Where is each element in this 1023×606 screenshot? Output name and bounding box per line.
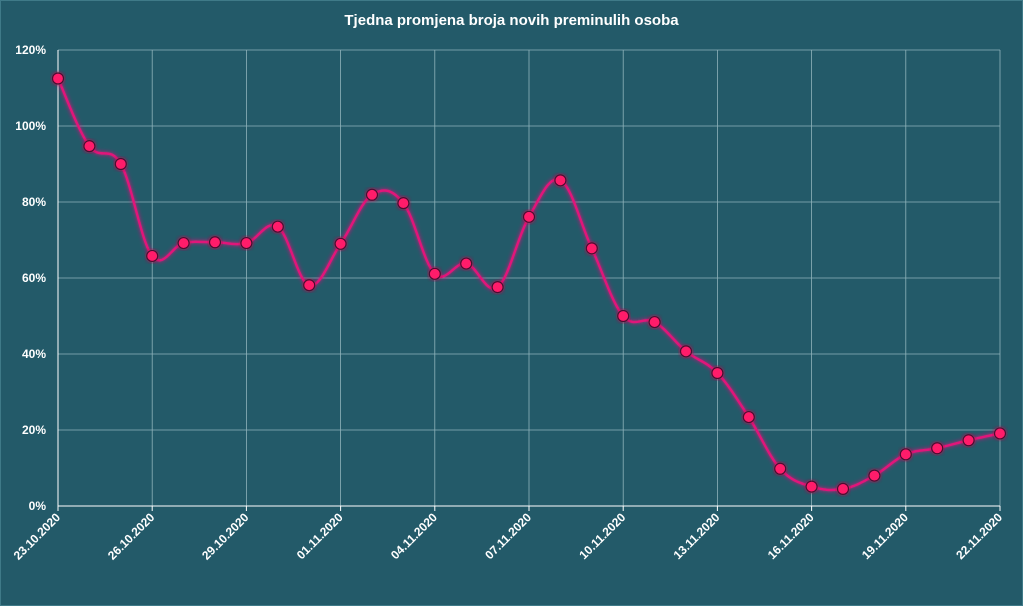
grid-lines [58,49,1001,506]
x-tick-label: 19.11.2020 [859,510,911,562]
data-point [868,469,881,482]
x-tick-label: 10.11.2020 [576,510,628,562]
data-point [931,442,944,455]
data-point [177,236,190,250]
y-tick-label: 0% [29,499,47,513]
x-tick-label: 26.10.2020 [105,510,158,563]
y-tick-label: 20% [22,423,46,437]
data-point [836,482,850,495]
x-tick-label: 13.11.2020 [671,510,723,562]
data-point [962,434,975,447]
x-tick-label: 04.11.2020 [388,510,440,562]
x-tick-label: 29.10.2020 [199,510,252,563]
data-point [83,140,96,153]
data-point [805,480,818,493]
chart-title: Tjedna promjena broja novih preminulih o… [344,12,679,29]
data-point [146,249,159,263]
series-layer [51,72,1007,495]
data-point [585,242,598,255]
y-tick-label: 120% [15,43,46,57]
data-point [774,462,787,475]
data-point [303,279,316,292]
data-point [334,237,347,250]
x-tick-label: 01.11.2020 [294,510,346,562]
axes [57,50,1001,511]
data-point [428,267,441,280]
data-point [899,448,912,461]
data-point [648,315,661,329]
y-axis-tick-labels: 0% 20% 40% 60% 80% 100% 120% [15,43,46,513]
y-tick-label: 100% [15,119,46,133]
x-tick-label: 07.11.2020 [482,510,534,562]
data-point [51,72,65,85]
data-point [365,188,379,201]
data-point [491,281,504,294]
y-tick-label: 40% [22,347,46,361]
y-tick-label: 60% [22,271,46,285]
data-point [711,366,724,380]
data-point [617,309,630,323]
data-point [271,220,284,233]
data-point [993,427,1007,440]
data-point [397,197,410,210]
x-tick-label: 16.11.2020 [765,510,817,562]
data-point [554,174,567,187]
data-point [742,410,755,424]
x-tick-label: 22.11.2020 [953,510,1005,562]
data-point [240,236,253,250]
data-point [679,345,693,358]
y-tick-label: 80% [22,195,46,209]
data-point [208,236,222,249]
x-tick-label: 23.10.2020 [11,510,64,563]
data-point [114,157,127,171]
data-point [522,210,536,223]
data-point [460,257,473,270]
x-axis-tick-labels: 23.10.2020 26.10.2020 29.10.2020 01.11.2020… [11,510,1006,563]
